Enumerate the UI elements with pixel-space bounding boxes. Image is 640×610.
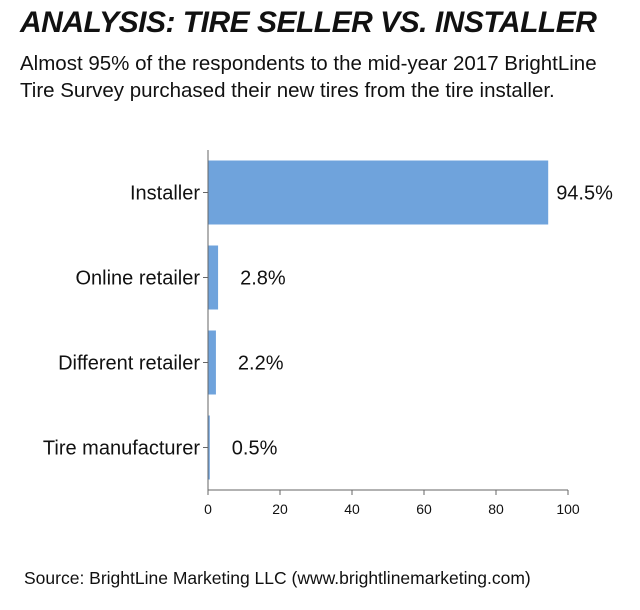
chart-title: ANALYSIS: TIRE SELLER VS. INSTALLER [20,6,597,39]
category-label: Installer [130,183,200,205]
category-label: Tire manufacturer [43,438,200,460]
bar-chart: Installer 94.5% Online retailer 2.8% Differe… [43,150,613,517]
bar-3 [208,330,216,395]
x-tick-label: 40 [344,501,360,517]
category-label: Different retailer [58,353,200,375]
bar-4 [208,415,210,480]
x-tick-label: 60 [416,501,432,517]
axes-layer: Installer 94.5% Online retailer 2.8% Differe… [43,150,613,517]
value-label: 2.8% [240,268,286,290]
value-label: 0.5% [232,438,278,460]
bar-2 [208,245,219,310]
bars-layer [208,160,549,480]
chart-subtitle: Almost 95% of the respondents to the mid… [20,52,597,102]
bar-1 [208,160,549,225]
source-note: Source: BrightLine Marketing LLC (www.br… [24,568,531,588]
x-tick-label: 20 [272,501,288,517]
value-label: 94.5% [556,183,613,205]
category-label: Online retailer [75,268,200,290]
x-tick-label: 100 [556,501,580,517]
x-tick-label: 0 [204,501,212,517]
x-tick-label: 80 [488,501,504,517]
value-label: 2.2% [238,353,284,375]
